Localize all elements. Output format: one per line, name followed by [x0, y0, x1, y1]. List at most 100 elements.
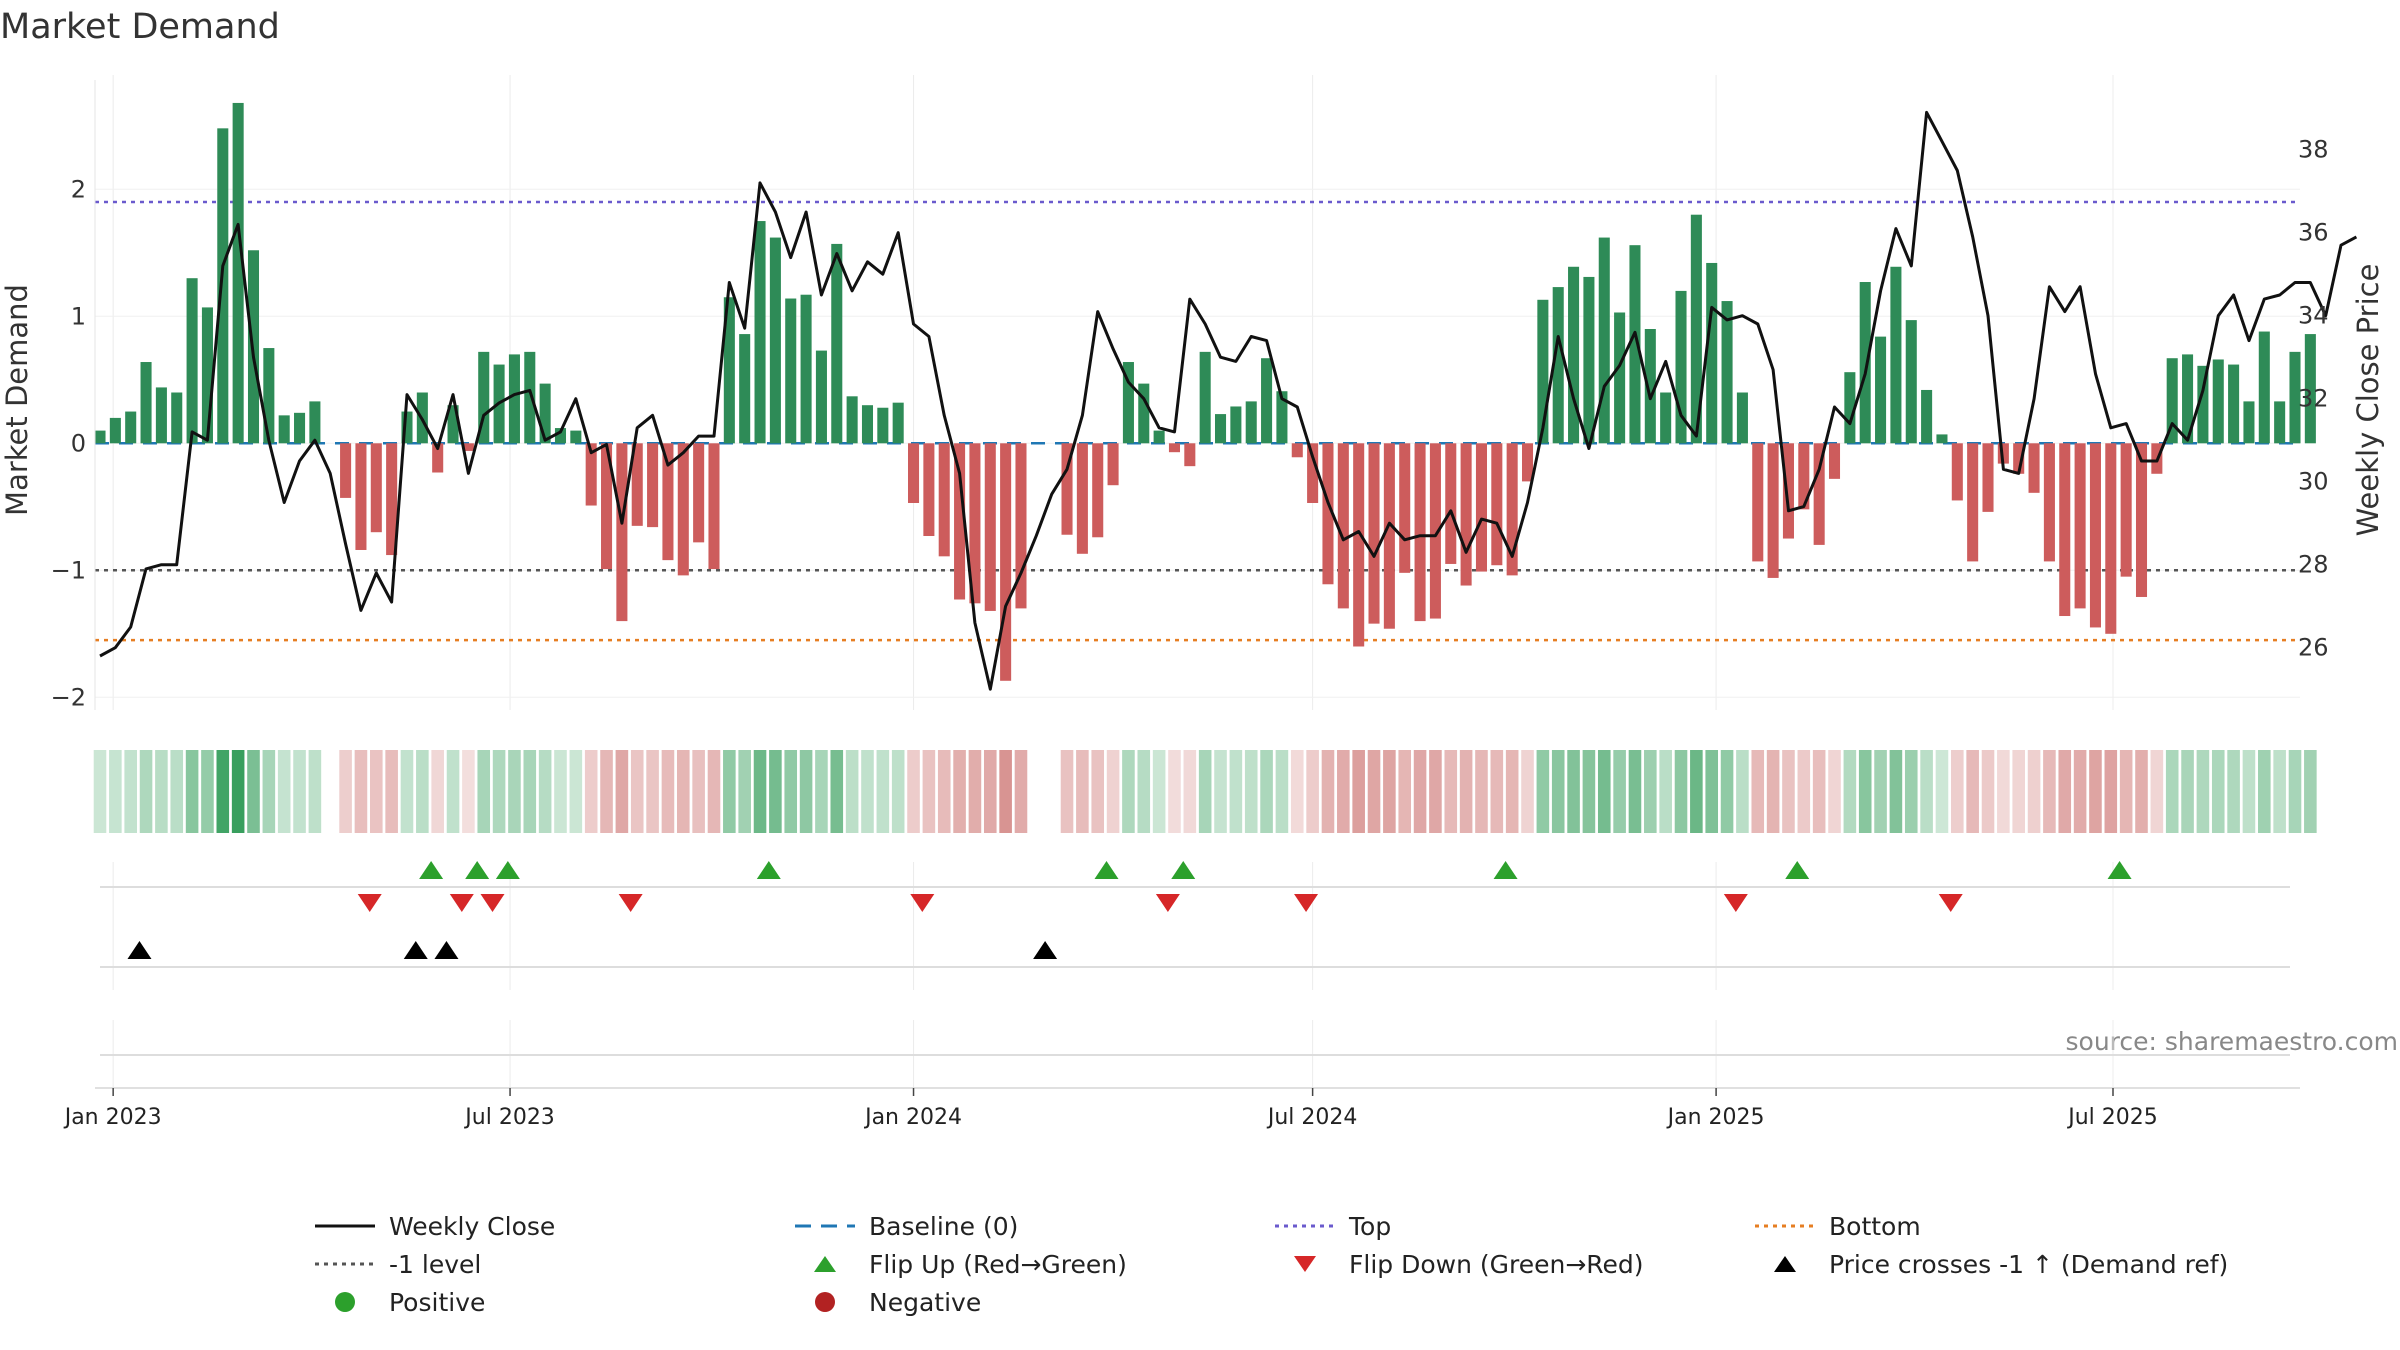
strip-cell: [1904, 750, 1918, 833]
strip-cell: [1966, 750, 1979, 833]
demand-bar: [601, 443, 613, 570]
legend-bottom: Bottom: [1755, 1208, 1921, 1244]
demand-bar: [2028, 443, 2040, 493]
strip-cell: [508, 750, 521, 833]
strip-cell: [1367, 750, 1381, 833]
strip-cell: [799, 750, 813, 833]
dotted-line-swatch-icon: [1755, 1224, 1815, 1228]
strip-cell: [815, 750, 828, 833]
demand-bar: [1414, 443, 1426, 622]
demand-bar: [1752, 443, 1764, 562]
demand-bar: [2135, 443, 2148, 597]
flip-down-marker: [1938, 894, 1963, 912]
demand-bar: [109, 417, 121, 444]
strip-cell: [1275, 750, 1289, 833]
strip-cell: [1398, 750, 1412, 833]
strip-cell: [216, 750, 230, 833]
legend-negative: Negative: [795, 1284, 981, 1320]
demand-bar: [1782, 443, 1794, 539]
demand-bar: [2197, 365, 2209, 444]
strip-cell: [876, 750, 890, 833]
strip-cell: [1613, 750, 1626, 833]
strip-cell: [2058, 750, 2072, 833]
strip-cell: [1475, 750, 1488, 833]
strip-cell: [1290, 750, 1304, 833]
legend-label: Flip Up (Red→Green): [869, 1249, 1127, 1279]
y-tick-label-right: 30: [2298, 468, 2329, 496]
demand-bar: [1859, 282, 1871, 444]
demand-bar: [340, 443, 352, 498]
y-axis-label-left: Market Demand: [0, 284, 34, 516]
strip-cell: [922, 750, 936, 833]
demand-bar: [94, 430, 106, 444]
strip-cell: [1551, 750, 1565, 833]
axes: −2 −1 0 1 2 26 28 30 32 34 36 38 Jan 2023 Jul 2023 Jan…: [51, 80, 2329, 1130]
y-tick-label-left: 1: [71, 302, 86, 330]
y-axis-label-right: Weekly Close Price: [2351, 264, 2385, 537]
demand-bar: [815, 350, 827, 444]
strip-cell: [308, 750, 322, 833]
strip-cell: [155, 750, 168, 833]
strip-cell: [416, 750, 429, 833]
flip-down-marker: [910, 894, 935, 912]
strip-cell: [891, 750, 905, 833]
strip-cell: [1536, 750, 1550, 833]
strip-cell: [600, 750, 613, 833]
flip-up-marker: [2107, 861, 2132, 879]
demand-bar: [171, 392, 183, 444]
strip-cell: [2135, 750, 2148, 833]
demand-bar: [1521, 443, 1534, 482]
demand-bar: [585, 443, 597, 506]
strip-cell: [2119, 750, 2133, 833]
demand-bar: [2258, 331, 2270, 444]
demand-bar: [1138, 383, 1150, 444]
strip-cell: [2242, 750, 2256, 833]
strip-cell: [538, 750, 552, 833]
strip-cell: [2165, 750, 2179, 833]
strip-cell: [2304, 750, 2317, 833]
strip-cell: [630, 750, 644, 833]
strip-cell: [1260, 750, 1273, 833]
demand-bar: [923, 443, 935, 537]
demand-bar: [478, 351, 490, 444]
strip-cell: [2273, 750, 2286, 833]
strip-cell: [753, 750, 767, 833]
demand-bar: [1383, 443, 1395, 629]
x-tick-label: Jan 2025: [1666, 1105, 1765, 1130]
y-tick-label-right: 32: [2298, 385, 2329, 413]
strip-cell: [983, 750, 997, 833]
strip-cell: [1306, 750, 1319, 833]
strip-cell: [676, 750, 690, 833]
flip-up-marker: [756, 861, 781, 879]
strip-cell: [1828, 750, 1841, 833]
strip-cell: [953, 750, 966, 833]
demand-bar: [570, 430, 582, 444]
strip-cell: [462, 750, 475, 833]
demand-bar: [1875, 336, 1887, 444]
demand-bar: [892, 402, 904, 444]
strip-cell: [1644, 750, 1657, 833]
strip-cell: [554, 750, 567, 833]
demand-bar: [1614, 312, 1626, 444]
strip-cell: [1920, 750, 1933, 833]
strip-cell: [2211, 750, 2225, 833]
strip-cell: [2258, 750, 2271, 833]
strip-cell: [1321, 750, 1335, 833]
strip-cell: [661, 750, 675, 833]
strip-cell: [1244, 750, 1258, 833]
demand-bar: [2274, 401, 2286, 444]
demand-bar: [984, 443, 996, 611]
cross-up-marker: [127, 941, 152, 959]
line-swatch-icon: [315, 1224, 375, 1228]
legend-label: Flip Down (Green→Red): [1349, 1249, 1644, 1279]
demand-bar: [708, 443, 720, 570]
demand-bar: [386, 443, 398, 556]
demand-bar: [1353, 443, 1365, 647]
flip-up-marker: [419, 861, 444, 879]
legend-minus1: -1 level: [315, 1246, 481, 1282]
strip-cell: [1751, 750, 1765, 833]
dotted-line-swatch-icon: [1275, 1224, 1335, 1228]
y-tick-label-right: 36: [2298, 219, 2329, 247]
strip-cell: [723, 750, 736, 833]
strip-cell: [1168, 750, 1181, 833]
